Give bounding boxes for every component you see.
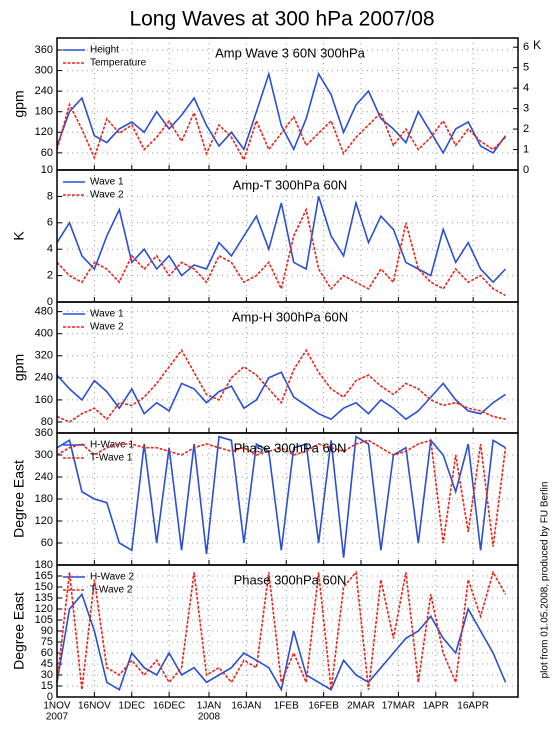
y-tick-label: 240 xyxy=(35,372,53,384)
y-tick-label: 180 xyxy=(35,559,53,571)
y-tick-label: 240 xyxy=(35,85,53,97)
y-tick-label: 4 xyxy=(47,243,53,255)
y-tick-label: 180 xyxy=(35,493,53,505)
y-tick-label: 30 xyxy=(41,669,53,681)
x-tick-label: 16JAN xyxy=(231,701,261,712)
y-tick-label: 90 xyxy=(41,625,53,637)
y-tick-label: 0 xyxy=(47,691,53,703)
x-tick-label: 16APR xyxy=(457,701,489,712)
series-line xyxy=(56,102,507,162)
y-axis-label: Degree East xyxy=(11,592,27,670)
y2-axis-label: K xyxy=(533,38,541,52)
y-tick-label: 8 xyxy=(47,190,53,202)
legend-label: Wave 1 xyxy=(90,309,124,320)
y2-tick-label: 0 xyxy=(523,164,529,176)
y2-tick-label: 5 xyxy=(523,62,529,74)
y2-tick-label: 4 xyxy=(523,82,529,94)
y-tick-label: 60 xyxy=(41,147,53,159)
y-tick-label: 10 xyxy=(41,164,53,176)
y-tick-label: 180 xyxy=(35,106,53,118)
legend-label: Temperature xyxy=(90,58,147,69)
y-tick-label: 360 xyxy=(35,427,53,439)
y-tick-label: 0 xyxy=(47,296,53,308)
y-tick-label: 165 xyxy=(35,570,53,582)
series-line xyxy=(56,439,507,547)
y-tick-label: 300 xyxy=(35,64,53,76)
legend-label: H-Wave 1 xyxy=(90,440,135,451)
x-tick-label: 1JAN xyxy=(197,701,221,712)
y2-tick-label: 2 xyxy=(523,123,529,135)
y-tick-label: 60 xyxy=(41,647,53,659)
series-line xyxy=(56,348,506,423)
legend-label: T-Wave 1 xyxy=(90,453,133,464)
y-tick-label: 240 xyxy=(35,471,53,483)
legend-label: Wave 2 xyxy=(90,322,124,333)
legend-label: Wave 2 xyxy=(90,190,124,201)
x-tick-label: 1DEC xyxy=(118,701,145,712)
panel-title: Amp-H 300hPa 60N xyxy=(232,309,348,324)
y-tick-label: 480 xyxy=(35,306,53,318)
y-tick-label: 15 xyxy=(41,680,53,692)
y-tick-label: 2 xyxy=(47,270,53,282)
y2-tick-label: 6 xyxy=(523,41,529,53)
series-line xyxy=(56,71,507,155)
panel-title: Phase 300hPa 60N xyxy=(234,440,347,455)
y-tick-label: 160 xyxy=(35,394,53,406)
y-axis-label: gpm xyxy=(11,354,27,381)
x-tick-label: 16DEC xyxy=(153,701,185,712)
series-line xyxy=(56,371,506,421)
legend-label: Height xyxy=(90,45,119,56)
y-axis-label: K xyxy=(11,231,27,241)
legend-label: Wave 1 xyxy=(90,177,124,188)
panel-title: Amp Wave 3 60N 300hPa xyxy=(215,45,366,60)
panel-frame xyxy=(56,564,519,698)
y-tick-label: 120 xyxy=(35,603,53,615)
y-tick-label: 135 xyxy=(35,592,53,604)
y-tick-label: 360 xyxy=(35,44,53,56)
x-tick-label: 16NOV xyxy=(78,701,111,712)
y-axis-label: gpm xyxy=(11,90,27,117)
x-tick-label: 16FEB xyxy=(308,701,339,712)
y-tick-label: 150 xyxy=(35,581,53,593)
x-year-label: 2008 xyxy=(198,712,221,723)
y-tick-label: 6 xyxy=(47,217,53,229)
y-tick-label: 120 xyxy=(35,515,53,527)
legend-label: H-Wave 2 xyxy=(90,572,135,583)
y-tick-label: 300 xyxy=(35,449,53,461)
y2-tick-label: 3 xyxy=(523,103,529,115)
legend-label: T-Wave 2 xyxy=(90,585,133,596)
y2-tick-label: 1 xyxy=(523,143,529,155)
panel-title: Amp-T 300hPa 60N xyxy=(233,177,348,192)
series-line xyxy=(56,570,507,690)
y-tick-label: 120 xyxy=(35,126,53,138)
y-tick-label: 60 xyxy=(41,537,53,549)
y-tick-label: 105 xyxy=(35,614,53,626)
series-line xyxy=(56,592,507,692)
y-tick-label: 320 xyxy=(35,350,53,362)
y-tick-label: 45 xyxy=(41,658,53,670)
footnote: plot from 01.05.2008, produced by FU Ber… xyxy=(540,482,551,679)
x-tick-label: 2MAR xyxy=(347,701,375,712)
panel-title: Phase 300hPa 60N xyxy=(234,572,347,587)
x-tick-label: 1NOV xyxy=(43,701,71,712)
x-tick-label: 17MAR xyxy=(382,701,415,712)
x-tick-label: 1APR xyxy=(423,701,449,712)
y-axis-label: Degree East xyxy=(11,460,27,538)
chart-title: Long Waves at 300 hPa 2007/08 xyxy=(129,8,434,31)
y-tick-label: 75 xyxy=(41,636,53,648)
x-tick-label: 1FEB xyxy=(274,701,299,712)
x-year-label: 2007 xyxy=(46,712,69,723)
series-line xyxy=(56,196,507,284)
series-line xyxy=(56,207,506,297)
y-tick-label: 80 xyxy=(41,416,53,428)
y-tick-label: 400 xyxy=(35,328,53,340)
